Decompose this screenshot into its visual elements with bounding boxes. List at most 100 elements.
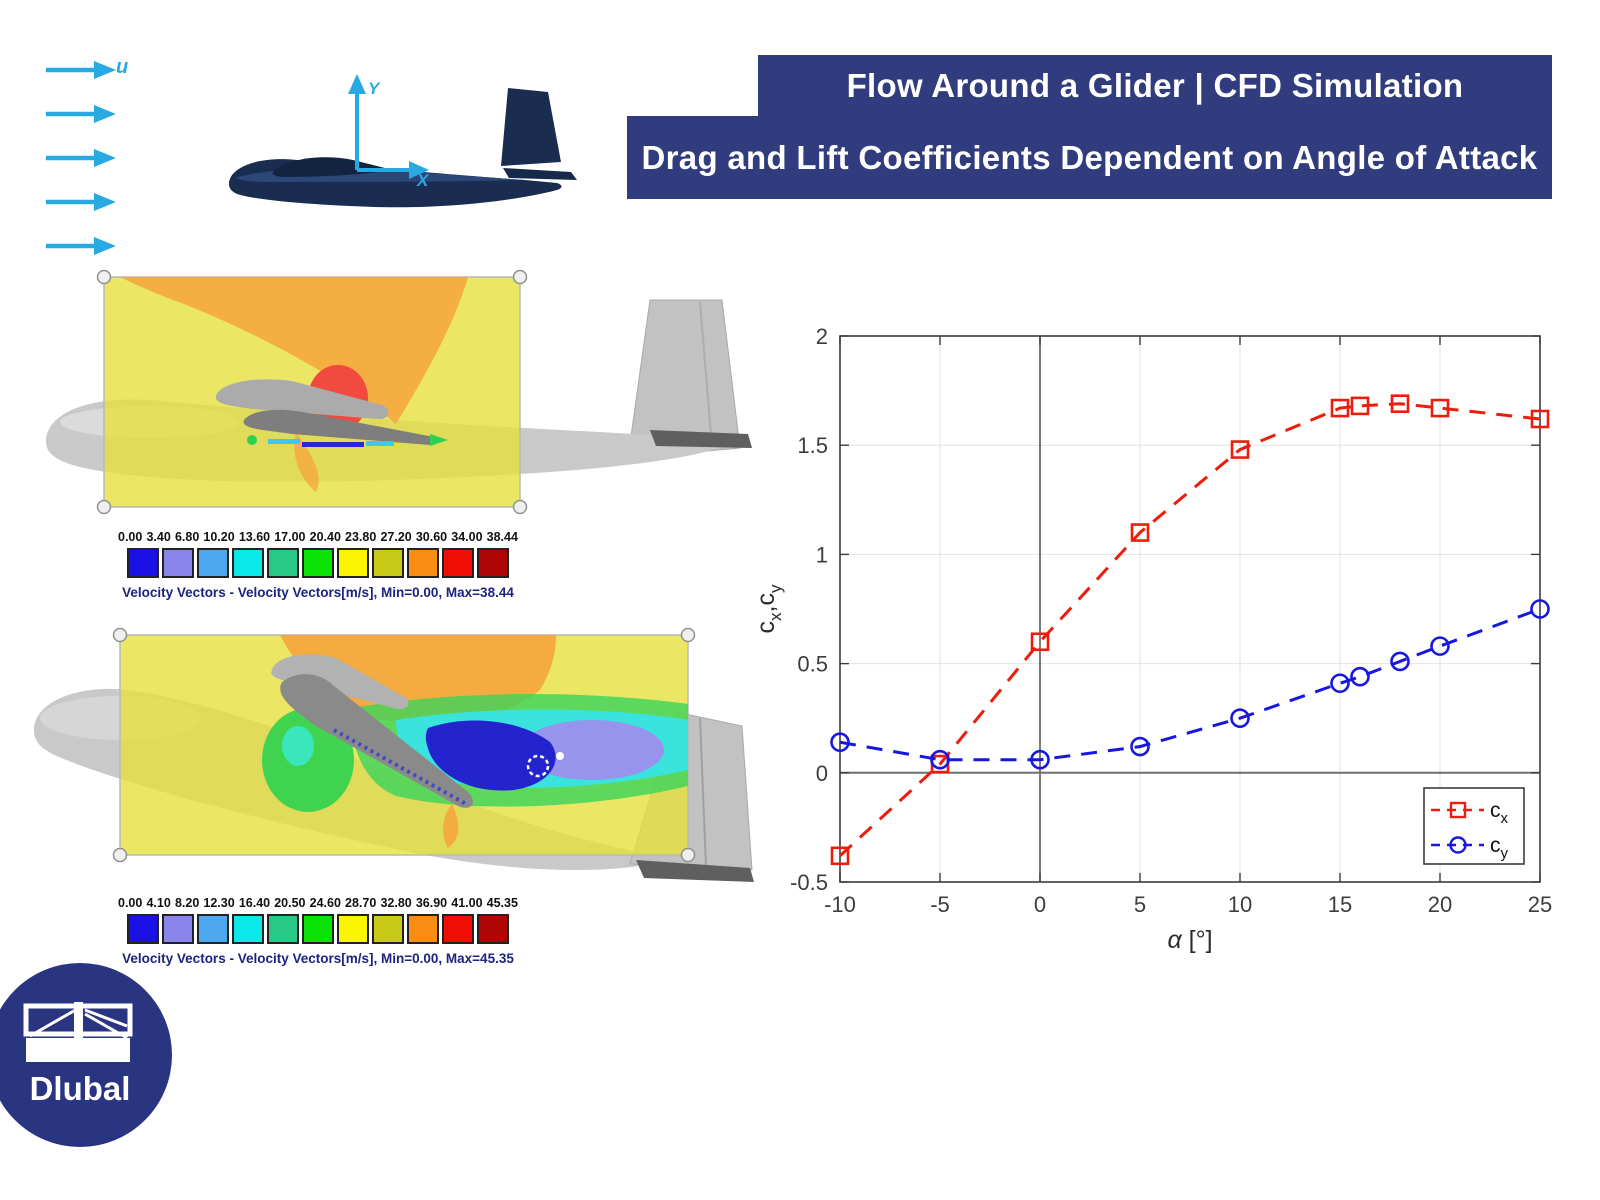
legend-marker-cx xyxy=(1449,801,1467,819)
x-tick-label: -5 xyxy=(930,892,950,917)
scale-swatch xyxy=(302,914,334,944)
y-tick-label: 0.5 xyxy=(797,652,828,677)
velocity-scale: 0.00 4.10 8.20 12.30 16.40 20.50 24.60 28.70 32.… xyxy=(118,896,518,966)
marker-cy xyxy=(1130,736,1150,757)
y-tick-label: 0 xyxy=(816,761,828,786)
x-tick-label: 25 xyxy=(1528,892,1552,917)
scale-swatch xyxy=(477,914,509,944)
scale-value: 6.80 xyxy=(174,530,200,544)
legend-marker-cy xyxy=(1449,836,1467,854)
marker-cx xyxy=(1030,632,1050,652)
scale-value: 17.00 xyxy=(274,530,306,544)
scale-value: 45.35 xyxy=(486,896,518,910)
contour-orange-tongue xyxy=(443,804,459,848)
marker-cx xyxy=(1530,409,1550,429)
scale-value: 12.30 xyxy=(203,896,235,910)
scale-value: 16.40 xyxy=(238,896,271,910)
glider-stabilizer-dark xyxy=(650,430,752,448)
marker-cx xyxy=(1350,396,1370,416)
marker-cy xyxy=(830,732,850,753)
scale-value: 0.00 xyxy=(118,896,143,910)
scale-swatch xyxy=(442,914,474,944)
scale-value: 8.20 xyxy=(174,896,200,910)
scale-caption: Velocity Vectors - Velocity Vectors[m/s]… xyxy=(122,585,514,600)
separated-flow-streak xyxy=(333,728,467,806)
scale-value: 20.50 xyxy=(274,896,306,910)
cfd-figure-low-aoa xyxy=(46,269,752,515)
wake-periwinkle xyxy=(520,720,664,780)
glider-schematic: Y X xyxy=(229,74,577,208)
scale-value: 32.80 xyxy=(380,896,412,910)
flow-arrows-graphic xyxy=(46,61,116,255)
plane-corner-handles xyxy=(96,269,528,515)
scale-value: 3.40 xyxy=(146,530,171,544)
glider-stabilizer-dark xyxy=(636,860,754,882)
x-tick-label: 15 xyxy=(1328,892,1352,917)
coordinate-axes xyxy=(348,74,429,179)
banner-line-1: Flow Around a Glider | CFD Simulation xyxy=(758,55,1552,116)
marker-cy xyxy=(930,749,950,770)
scale-swatch xyxy=(162,914,194,944)
scale-swatch xyxy=(197,548,229,578)
x-tick-label: 20 xyxy=(1428,892,1452,917)
flow-arrow xyxy=(46,105,116,123)
glider-stabilizer xyxy=(503,168,577,180)
glider-tail-fin xyxy=(627,299,741,459)
inflow-velocity-label: u xyxy=(116,56,129,78)
scale-value: 30.60 xyxy=(415,530,448,544)
scale-value: 34.00 xyxy=(451,530,483,544)
scale-value: 28.70 xyxy=(345,896,377,910)
scale-swatch xyxy=(407,914,439,944)
wing-pod xyxy=(271,654,409,710)
wake-vortex-swirl xyxy=(526,754,550,778)
marker-cy xyxy=(1350,666,1370,687)
contour-orange-tongue xyxy=(294,432,319,492)
scale-swatch xyxy=(337,914,369,944)
legend-label-cx: cx xyxy=(1490,799,1509,827)
coefficient-chart-svg: -10 -5 0 5 10 15 20 25 -0.5 0 0.5 1 1.5 2 α [°] cx,cy cx… xyxy=(752,324,1552,954)
velocity-scale: 0.00 3.40 6.80 10.20 13.60 17.00 20.40 23.80 27.… xyxy=(118,530,518,600)
x-axis-label: X xyxy=(416,171,430,190)
glider-wing-fairing xyxy=(272,157,393,177)
plane-corner-handles xyxy=(112,627,696,863)
wake-blue-core xyxy=(425,720,556,791)
y-tick-label: -0.5 xyxy=(790,870,828,895)
wing-airfoil-tilted xyxy=(280,674,473,808)
scale-swatch xyxy=(267,914,299,944)
y-tick-label: 1 xyxy=(816,542,828,567)
scale-numbers: 0.00 4.10 8.20 12.30 16.40 20.50 24.60 28.70 32.… xyxy=(118,896,518,910)
series-line-cx xyxy=(838,402,1541,857)
chart-legend-box xyxy=(1423,787,1525,865)
fin-panel-line xyxy=(699,301,713,447)
marker-cy xyxy=(1030,749,1050,770)
marker-cy xyxy=(1430,636,1450,656)
flow-arrow xyxy=(46,193,116,211)
marker-cx xyxy=(1430,398,1450,418)
marker-cx xyxy=(1130,523,1150,542)
wing-pod xyxy=(215,379,389,420)
scale-swatch xyxy=(127,914,159,944)
scale-value: 24.60 xyxy=(309,896,341,910)
cfd-figure-high-aoa xyxy=(34,627,754,882)
scale-swatch xyxy=(477,548,509,578)
scale-value: 0.00 xyxy=(118,530,143,544)
scale-swatch xyxy=(372,548,404,578)
marker-cy xyxy=(1230,708,1250,729)
flow-arrow xyxy=(46,237,116,255)
scale-value: 13.60 xyxy=(238,530,271,544)
scale-swatch xyxy=(197,914,229,944)
wing-airfoil xyxy=(243,409,434,445)
marker-cx xyxy=(830,846,850,866)
scale-swatch xyxy=(232,914,264,944)
x-tick-label: 0 xyxy=(1034,892,1046,917)
scale-swatch xyxy=(232,548,264,578)
flow-arrow xyxy=(46,61,116,79)
scale-swatch xyxy=(337,548,369,578)
scale-numbers: 0.00 3.40 6.80 10.20 13.60 17.00 20.40 23.80 27.… xyxy=(118,530,518,544)
x-tick-label: 10 xyxy=(1228,892,1252,917)
banner-line-2: Drag and Lift Coefficients Dependent on … xyxy=(627,116,1552,199)
scale-value: 20.40 xyxy=(309,530,341,544)
scale-swatches xyxy=(118,914,518,944)
scale-value: 27.20 xyxy=(380,530,412,544)
